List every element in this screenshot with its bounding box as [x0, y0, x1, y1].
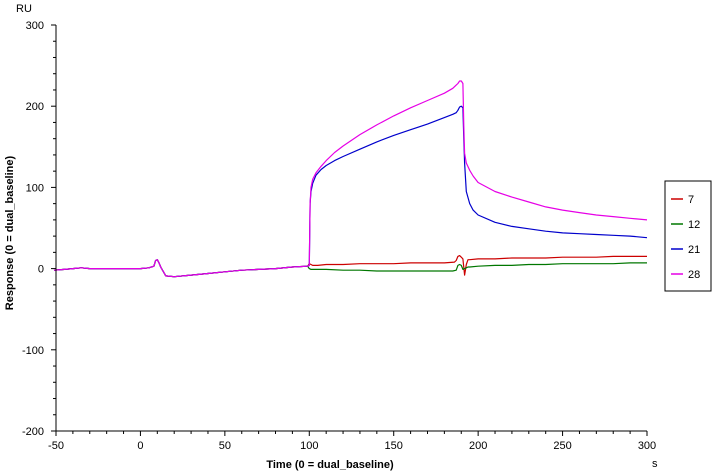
y-tick-label: -100	[22, 345, 44, 357]
y-tick-label: 200	[26, 101, 44, 113]
axes	[51, 24, 648, 436]
x-tick-label: 200	[469, 440, 487, 452]
legend-label-7: 7	[688, 194, 694, 206]
x-tick-label: 250	[553, 440, 571, 452]
y-axis-title: Response (0 = dual_baseline)	[4, 155, 16, 310]
legend: 7 12 21 28	[664, 180, 712, 292]
x-tick-label: 100	[300, 440, 318, 452]
x-axis-title: Time (0 = dual_baseline)	[266, 459, 394, 471]
x-tick-label: 50	[219, 440, 231, 452]
series-line-21	[53, 105, 648, 278]
tick-labels: -200 -100 0 100 200 300 -50 0 50 100 150 200 250 300	[22, 20, 656, 452]
y-tick-label: 300	[26, 20, 44, 32]
y-unit-label: RU	[16, 3, 32, 15]
x-tick-label: 150	[385, 440, 403, 452]
y-tick-label: 100	[26, 182, 44, 194]
legend-label-21: 21	[688, 244, 700, 256]
y-tick-label: -200	[22, 426, 44, 438]
x-tick-label: 300	[638, 440, 656, 452]
legend-label-28: 28	[688, 269, 700, 281]
x-tick-label: 0	[137, 440, 143, 452]
plot-lines	[53, 80, 648, 278]
series-line-7	[53, 255, 647, 278]
x-unit-label: s	[652, 458, 658, 470]
y-tick-label: 0	[38, 264, 44, 276]
series-line-28	[53, 80, 648, 278]
x-tick-label: -50	[48, 440, 64, 452]
legend-label-12: 12	[688, 219, 700, 231]
